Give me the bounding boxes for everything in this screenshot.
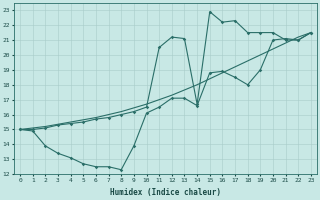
X-axis label: Humidex (Indice chaleur): Humidex (Indice chaleur) <box>110 188 221 197</box>
